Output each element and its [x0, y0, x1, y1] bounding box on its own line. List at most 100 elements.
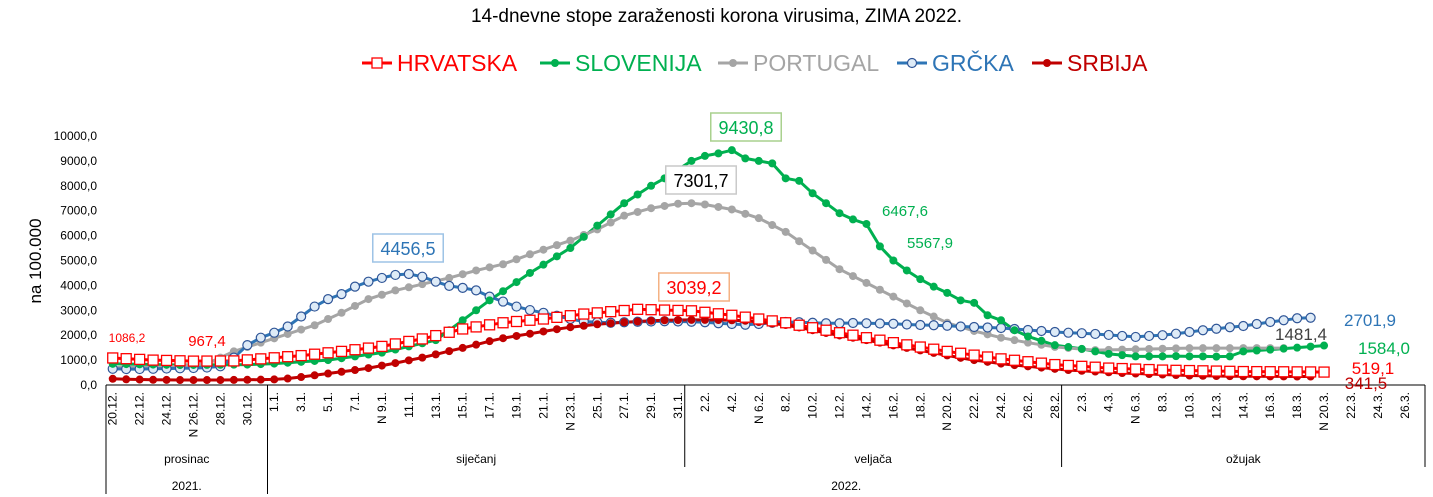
month-label: veljača [854, 452, 892, 466]
x-tick-label: 10.2. [806, 392, 820, 419]
data-point [1170, 328, 1182, 339]
data-point [337, 308, 346, 317]
data-point [377, 361, 386, 370]
data-point [620, 211, 629, 220]
x-tick-label: N 20.2. [940, 392, 954, 431]
x-tick-label: 28.2. [1048, 392, 1062, 419]
data-point [929, 282, 938, 291]
x-tick-label: 1.1. [267, 392, 281, 412]
data-point [363, 276, 374, 287]
y-tick-label: 1000,0 [60, 353, 97, 367]
data-point [283, 329, 292, 338]
data-point [955, 321, 966, 332]
data-point [1076, 328, 1087, 339]
data-point [862, 219, 871, 228]
data-point [1064, 343, 1073, 352]
data-point [1278, 315, 1289, 326]
data-point [1279, 344, 1288, 353]
data-point [835, 209, 844, 218]
data-point [377, 290, 386, 299]
data-point [1251, 365, 1263, 378]
x-tick-label: 19.1. [510, 392, 524, 419]
data-point [512, 278, 521, 287]
data-label: 9430,8 [718, 118, 773, 138]
x-tick-label: 29.1. [644, 392, 658, 419]
data-point [430, 329, 442, 342]
data-point [1291, 366, 1303, 378]
data-point [566, 323, 575, 332]
data-point [1008, 354, 1021, 366]
data-point [308, 348, 321, 360]
x-tick-label: 12.3. [1209, 392, 1223, 419]
data-point [389, 338, 402, 350]
legend-marker [906, 57, 918, 69]
data-label: 341,5 [1345, 374, 1388, 393]
data-point [1145, 344, 1154, 353]
y-tick-label: 9000,0 [60, 154, 97, 168]
data-point [1037, 336, 1046, 345]
data-point [1239, 347, 1248, 356]
data-point [1130, 331, 1141, 343]
data-point [270, 375, 279, 384]
data-point [766, 315, 778, 327]
x-tick-label: 27.1. [617, 392, 631, 419]
data-point [539, 260, 548, 269]
data-point [674, 199, 683, 208]
data-point [955, 347, 967, 359]
data-point [620, 318, 629, 327]
data-point [1172, 352, 1181, 361]
legend-label-1: SLOVENIJA [575, 50, 702, 76]
data-point [727, 146, 736, 155]
data-point [416, 333, 428, 345]
data-point [162, 375, 171, 384]
data-point [403, 268, 414, 280]
data-point [968, 349, 980, 361]
data-point [1143, 363, 1155, 376]
data-label: 1584,0 [1358, 339, 1410, 358]
data-point [806, 322, 819, 334]
data-point [390, 269, 401, 281]
data-point [309, 301, 320, 312]
data-point [579, 321, 588, 330]
data-point [297, 373, 306, 382]
data-point [1265, 316, 1276, 328]
data-point [243, 375, 252, 384]
data-point [700, 151, 709, 160]
data-point [512, 331, 521, 340]
data-point [349, 281, 361, 292]
data-point [214, 355, 227, 367]
data-point [591, 307, 603, 319]
data-point [202, 376, 211, 385]
data-point [578, 308, 590, 320]
data-label: 6467,6 [882, 203, 928, 220]
x-tick-label: 10.3. [1182, 392, 1196, 419]
data-point [902, 266, 911, 275]
data-point [1212, 344, 1221, 353]
data-point [875, 242, 884, 251]
data-point [593, 221, 602, 230]
data-point [969, 321, 980, 333]
data-point [310, 321, 319, 330]
data-point [970, 298, 979, 307]
y-axis-label: na 100.000 [26, 218, 45, 303]
data-point [443, 326, 455, 338]
data-point [1010, 326, 1019, 335]
data-point [1293, 343, 1302, 352]
data-point [1036, 325, 1047, 337]
x-tick-label: 17.1. [483, 392, 497, 419]
data-point [1104, 349, 1113, 358]
data-point [525, 329, 534, 338]
data-point [431, 350, 440, 359]
data-point [687, 315, 696, 324]
data-point [552, 241, 561, 250]
data-point [525, 250, 534, 259]
data-point [889, 256, 898, 265]
data-point [404, 283, 413, 292]
year-label: 2021. [172, 479, 202, 493]
data-point [808, 189, 817, 198]
y-tick-label: 3000,0 [60, 303, 97, 317]
x-tick-label: 5.1. [321, 392, 335, 412]
data-point [928, 320, 939, 331]
x-tick-label: 13.1. [429, 392, 443, 419]
data-point [1197, 325, 1209, 336]
